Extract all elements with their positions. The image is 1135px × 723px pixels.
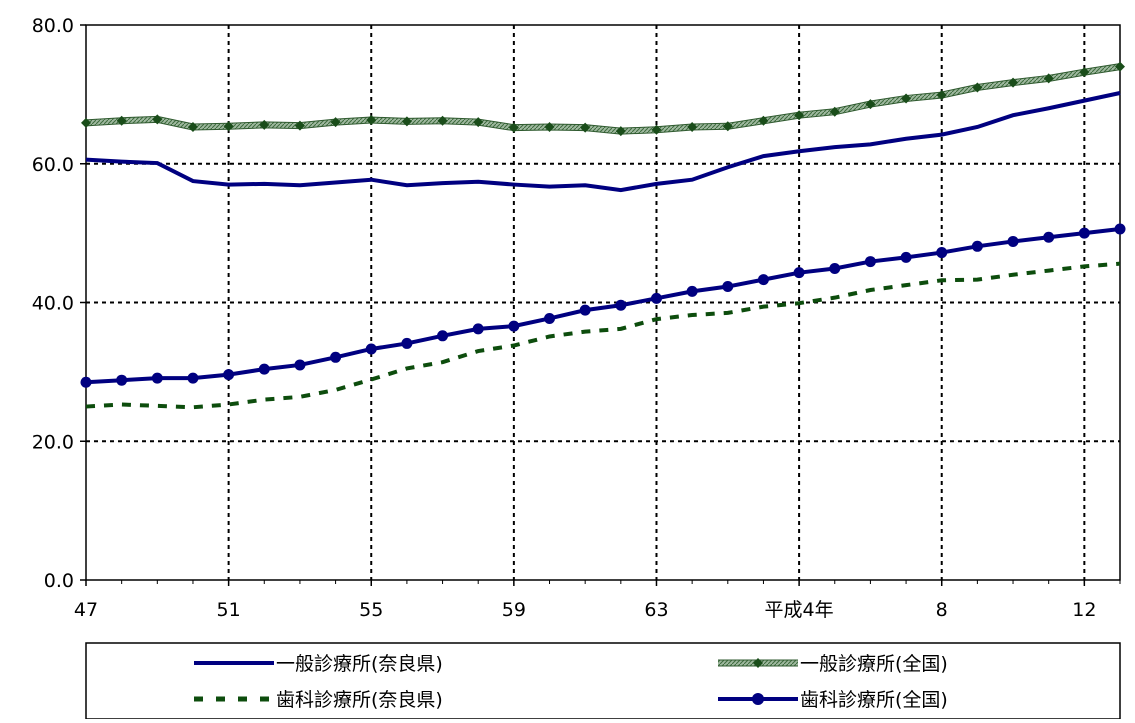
data-point bbox=[1043, 73, 1054, 84]
data-point bbox=[401, 116, 412, 127]
data-point bbox=[330, 117, 341, 128]
data-point bbox=[1078, 227, 1090, 239]
x-tick-label: 63 bbox=[644, 599, 668, 621]
data-point bbox=[687, 121, 698, 132]
legend-item-national-dental: 歯科診療所(全国) bbox=[718, 689, 948, 711]
legend-label: 一般診療所(全国) bbox=[800, 653, 948, 675]
legend-label: 歯科診療所(奈良県) bbox=[276, 689, 443, 711]
data-point bbox=[722, 121, 733, 132]
data-point bbox=[80, 376, 92, 388]
series-line bbox=[85, 226, 1121, 385]
data-point bbox=[365, 343, 377, 355]
data-point bbox=[366, 115, 377, 126]
data-point bbox=[259, 119, 270, 130]
data-point bbox=[508, 320, 520, 332]
data-point bbox=[116, 115, 127, 126]
series-line bbox=[85, 91, 1121, 193]
data-point bbox=[1115, 61, 1125, 72]
data-point bbox=[508, 122, 519, 133]
series-layer bbox=[80, 61, 1126, 410]
data-point bbox=[116, 374, 128, 386]
data-point bbox=[294, 359, 306, 371]
data-point bbox=[936, 90, 947, 101]
data-point bbox=[900, 251, 912, 263]
data-point bbox=[794, 110, 805, 121]
data-point bbox=[829, 106, 840, 117]
x-tick-label: 47 bbox=[74, 599, 98, 621]
plot-area bbox=[85, 24, 1121, 581]
y-tick-label: 0.0 bbox=[44, 570, 74, 592]
data-point bbox=[187, 121, 198, 132]
series-line bbox=[85, 261, 1121, 410]
x-tick-label: 51 bbox=[217, 599, 241, 621]
data-point bbox=[544, 121, 555, 132]
data-point bbox=[972, 82, 983, 93]
data-point bbox=[473, 117, 484, 128]
legend-label: 一般診療所(奈良県) bbox=[276, 653, 443, 675]
data-point bbox=[757, 274, 769, 286]
data-point bbox=[401, 337, 413, 349]
data-point bbox=[1008, 77, 1019, 88]
data-point bbox=[330, 351, 342, 363]
axes: 0.020.040.060.080.04751555963平成4年81216 bbox=[32, 15, 1121, 621]
legend-item-national-general: 一般診療所(全国) bbox=[718, 653, 948, 675]
data-point bbox=[258, 363, 270, 375]
data-point bbox=[615, 126, 626, 137]
data-point bbox=[1043, 231, 1055, 243]
x-tick-label: 平成4年 bbox=[765, 599, 834, 621]
data-point bbox=[650, 292, 662, 304]
legend-label: 歯科診療所(全国) bbox=[800, 689, 948, 711]
data-point bbox=[437, 330, 449, 342]
legend-item-nara-dental: 歯科診療所(奈良県) bbox=[194, 689, 443, 711]
grid bbox=[85, 24, 1121, 581]
data-point bbox=[472, 323, 484, 335]
data-point bbox=[580, 122, 591, 133]
legend-item-nara-general: 一般診療所(奈良県) bbox=[194, 653, 443, 675]
legend-box bbox=[85, 642, 1121, 720]
series-line-hatch bbox=[85, 64, 1121, 134]
data-point bbox=[865, 99, 876, 110]
series-national-general bbox=[81, 61, 1125, 137]
series-nara-dental bbox=[85, 261, 1121, 410]
y-tick-label: 80.0 bbox=[32, 15, 74, 37]
data-point bbox=[758, 115, 769, 126]
legend-marker bbox=[753, 658, 763, 668]
data-point bbox=[651, 124, 662, 135]
x-tick-label: 59 bbox=[502, 599, 526, 621]
x-tick-label: 8 bbox=[936, 599, 948, 621]
data-point bbox=[1007, 235, 1019, 247]
data-point bbox=[223, 121, 234, 132]
data-point bbox=[81, 117, 91, 128]
data-point bbox=[971, 240, 983, 252]
legend: 一般診療所(奈良県) 一般診療所(全国) 歯科診療所(奈良県) 歯科診療所(全国) bbox=[85, 642, 1121, 720]
data-point bbox=[901, 93, 912, 104]
data-point bbox=[437, 115, 448, 126]
y-tick-label: 40.0 bbox=[32, 293, 74, 315]
data-point bbox=[615, 299, 627, 311]
data-point bbox=[686, 285, 698, 297]
x-tick-label: 55 bbox=[359, 599, 383, 621]
data-point bbox=[793, 267, 805, 279]
data-point bbox=[187, 372, 199, 384]
data-point bbox=[544, 312, 556, 324]
data-point bbox=[223, 369, 235, 381]
y-tick-label: 60.0 bbox=[32, 154, 74, 176]
data-point bbox=[152, 114, 163, 125]
data-point bbox=[294, 120, 305, 131]
legend-marker bbox=[752, 693, 764, 705]
series-national-dental bbox=[80, 223, 1126, 388]
data-point bbox=[722, 281, 734, 293]
x-tick-label: 12 bbox=[1072, 599, 1096, 621]
data-point bbox=[936, 247, 948, 259]
series-nara-general bbox=[85, 91, 1121, 193]
data-point bbox=[579, 304, 591, 316]
data-point bbox=[1079, 67, 1090, 78]
data-point bbox=[829, 263, 841, 275]
data-point bbox=[151, 372, 163, 384]
data-point bbox=[864, 256, 876, 268]
data-point bbox=[1114, 223, 1126, 235]
y-tick-label: 20.0 bbox=[32, 431, 74, 453]
